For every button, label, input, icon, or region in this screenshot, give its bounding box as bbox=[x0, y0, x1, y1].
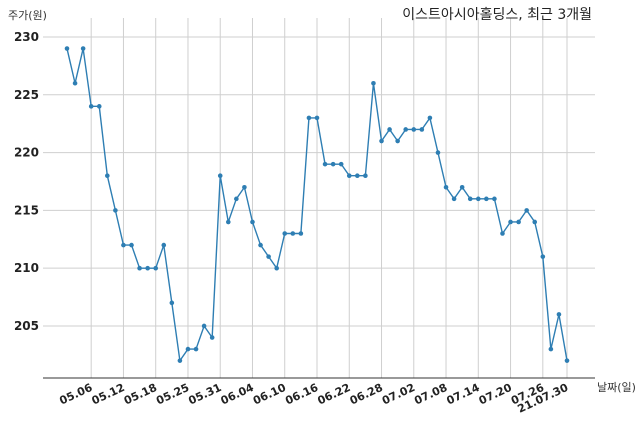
data-point bbox=[169, 300, 175, 306]
y-tick-label: 220 bbox=[14, 146, 39, 160]
data-point bbox=[322, 161, 328, 167]
x-tick-label: 06.16 bbox=[283, 381, 320, 408]
data-point bbox=[435, 150, 441, 155]
data-point bbox=[532, 219, 538, 225]
data-point bbox=[419, 127, 425, 132]
data-point bbox=[443, 184, 449, 190]
data-point bbox=[524, 208, 529, 213]
data-point bbox=[201, 323, 207, 329]
data-point bbox=[105, 173, 110, 179]
x-tick-label: 06.10 bbox=[251, 381, 288, 408]
x-tick-label: 05.18 bbox=[122, 381, 159, 407]
grid bbox=[43, 18, 595, 378]
data-point bbox=[242, 184, 247, 190]
data-point bbox=[467, 196, 473, 202]
data-point bbox=[548, 346, 554, 352]
data-point bbox=[209, 335, 215, 340]
data-point bbox=[137, 265, 142, 271]
data-point bbox=[234, 196, 239, 202]
chart-title: 이스트아시아홀딩스, 최근 3개월 bbox=[402, 7, 592, 23]
data-point bbox=[121, 242, 126, 248]
y-tick-label: 215 bbox=[14, 203, 39, 217]
series bbox=[64, 46, 570, 363]
data-point bbox=[298, 231, 304, 236]
data-point bbox=[475, 196, 481, 202]
x-tick-label: 06.04 bbox=[219, 381, 256, 408]
y-tick-label: 205 bbox=[14, 319, 39, 333]
data-point bbox=[500, 231, 505, 236]
data-point bbox=[427, 115, 433, 121]
data-point bbox=[80, 46, 86, 51]
data-point bbox=[355, 173, 360, 179]
data-point bbox=[258, 242, 263, 248]
x-tick-label: 05.25 bbox=[154, 381, 191, 407]
x-tick-label: 06.22 bbox=[315, 381, 352, 407]
data-point bbox=[411, 127, 417, 132]
data-point bbox=[338, 161, 344, 167]
data-point bbox=[492, 196, 497, 202]
data-point bbox=[250, 219, 255, 225]
x-tick-label: 06.28 bbox=[348, 381, 385, 407]
y-tick-label: 225 bbox=[14, 88, 39, 102]
data-point bbox=[451, 196, 457, 202]
x-tick-labels: 05.0605.1205.1805.2505.3106.0406.1006.16… bbox=[57, 381, 570, 416]
x-axis-label: 날짜(일) bbox=[597, 380, 636, 394]
y-tick-labels: 205 210 215 220 225 230 bbox=[14, 30, 39, 333]
data-point bbox=[306, 115, 312, 121]
data-point bbox=[145, 265, 150, 271]
data-point bbox=[266, 254, 271, 259]
data-point bbox=[64, 46, 70, 51]
x-tick-label: 05.31 bbox=[186, 381, 223, 407]
data-point bbox=[556, 312, 562, 317]
data-point bbox=[113, 208, 118, 213]
data-point bbox=[540, 254, 546, 259]
data-point bbox=[346, 173, 352, 179]
data-point bbox=[330, 161, 336, 167]
data-point bbox=[161, 242, 167, 248]
data-point bbox=[395, 138, 400, 144]
data-point bbox=[153, 265, 159, 271]
data-point bbox=[403, 127, 409, 132]
data-point bbox=[363, 173, 368, 179]
data-point bbox=[193, 346, 199, 352]
y-tick-label: 230 bbox=[14, 30, 39, 44]
data-point bbox=[516, 219, 521, 225]
data-point bbox=[508, 219, 513, 225]
data-point bbox=[290, 231, 296, 236]
x-tick-label: 07.08 bbox=[412, 381, 449, 407]
data-point bbox=[314, 115, 320, 121]
data-point bbox=[459, 184, 465, 190]
y-axis-label: 주가(원) bbox=[8, 9, 47, 22]
data-point bbox=[96, 104, 102, 109]
data-point bbox=[185, 346, 191, 352]
x-tick-label: 07.20 bbox=[477, 381, 514, 408]
data-point bbox=[564, 358, 570, 363]
y-tick-label: 210 bbox=[14, 261, 39, 275]
data-point bbox=[129, 242, 134, 248]
data-point bbox=[484, 196, 489, 202]
x-tick-label: 07.02 bbox=[380, 381, 417, 407]
data-point bbox=[177, 358, 183, 363]
x-tick-label: 05.06 bbox=[57, 381, 94, 408]
data-point bbox=[88, 104, 94, 109]
data-point bbox=[72, 80, 78, 86]
data-point bbox=[379, 138, 384, 144]
data-point bbox=[217, 173, 223, 179]
x-tick-label: 05.12 bbox=[90, 381, 127, 407]
data-point bbox=[225, 219, 231, 225]
data-point bbox=[387, 127, 392, 132]
data-point bbox=[274, 265, 279, 271]
data-point bbox=[282, 231, 288, 236]
x-tick-label: 07.14 bbox=[445, 381, 482, 408]
data-point bbox=[371, 80, 376, 86]
